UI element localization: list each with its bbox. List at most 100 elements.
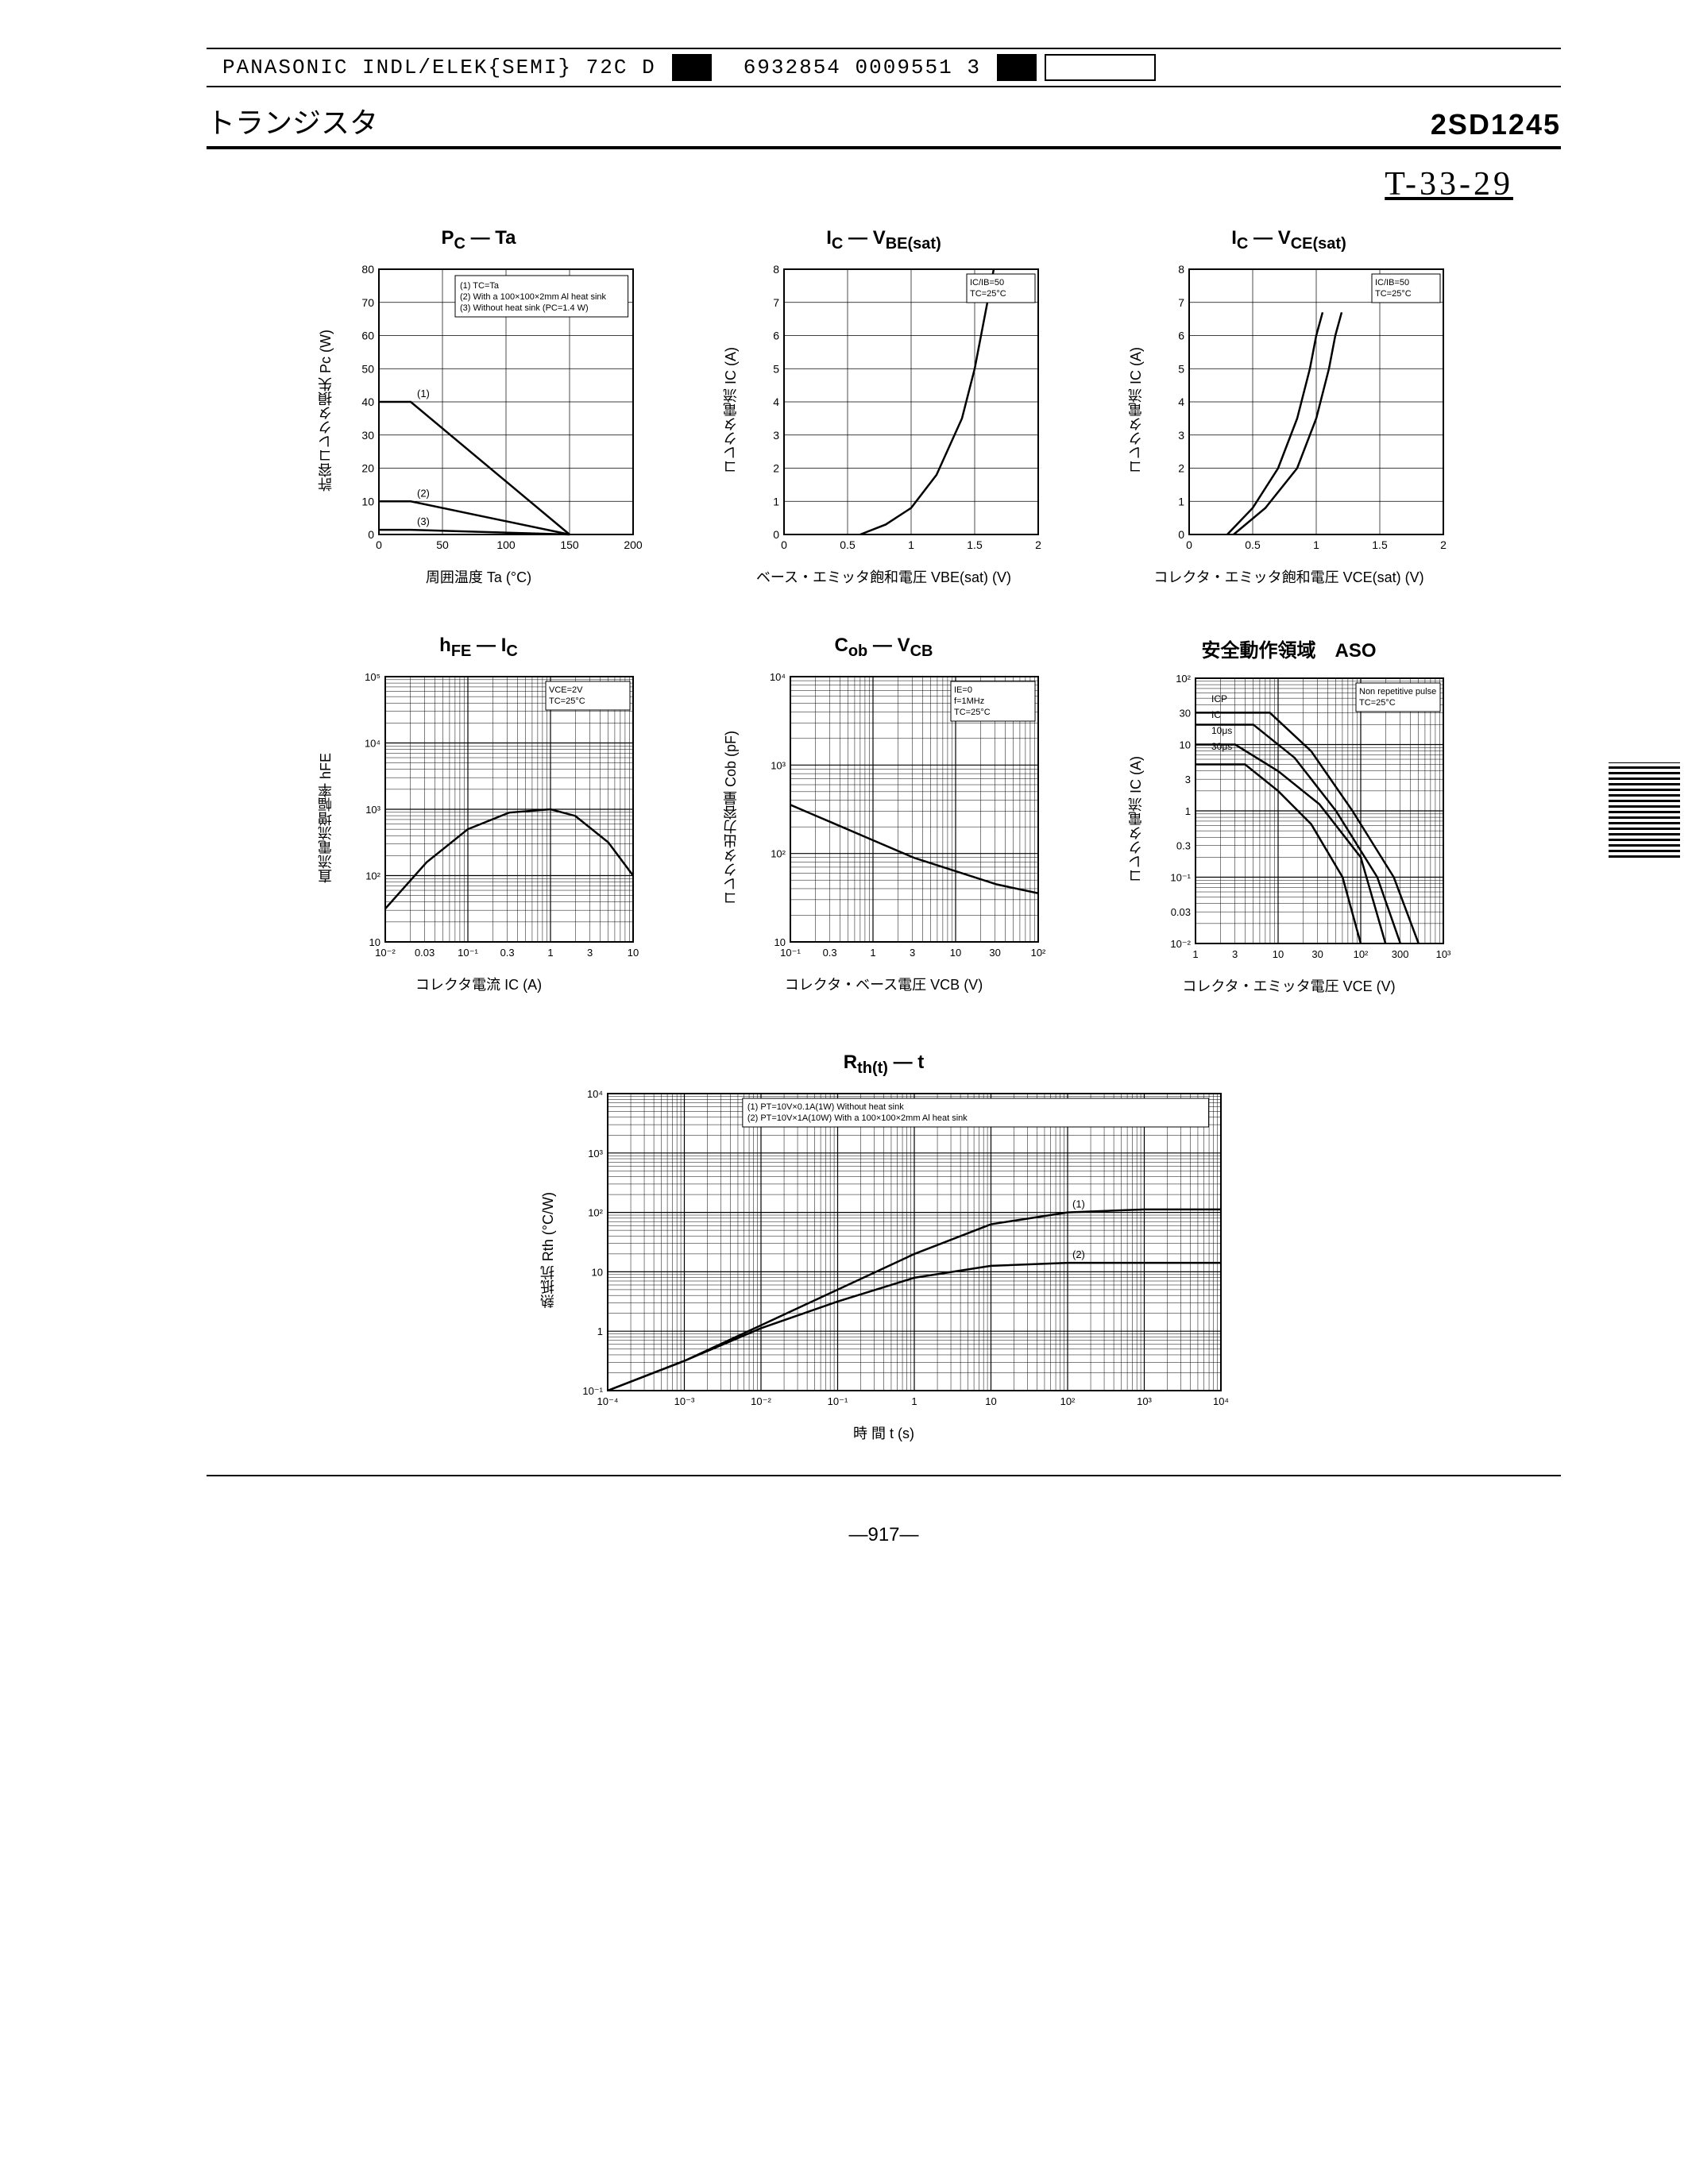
svg-text:8: 8 bbox=[1178, 263, 1184, 276]
svg-text:3: 3 bbox=[1178, 429, 1184, 442]
svg-text:10⁻²: 10⁻² bbox=[751, 1395, 771, 1407]
svg-text:10⁻²: 10⁻² bbox=[375, 947, 396, 959]
bottom-rule bbox=[207, 1475, 1561, 1476]
header-blackbox-2 bbox=[997, 54, 1037, 81]
svg-text:0: 0 bbox=[1186, 538, 1192, 551]
svg-text:10: 10 bbox=[369, 936, 380, 948]
chart-hfe-ic: hFE — IC 直流電流増幅率 hFE 10⁻²0.0310⁻¹0.31310… bbox=[304, 635, 654, 996]
svg-text:10: 10 bbox=[985, 1395, 996, 1407]
x-axis-label: コレクタ電流 IC (A) bbox=[415, 974, 542, 994]
svg-text:70: 70 bbox=[361, 296, 374, 309]
chart-svg: 13103010²30010³10⁻²0.0310⁻¹0.313103010²N… bbox=[1151, 669, 1453, 970]
svg-text:300: 300 bbox=[1391, 948, 1408, 960]
svg-text:10: 10 bbox=[774, 936, 785, 948]
svg-text:(2) PT=10V×1A(10W) With a 100×: (2) PT=10V×1A(10W) With a 100×100×2mm Al… bbox=[747, 1113, 967, 1123]
svg-text:1: 1 bbox=[911, 1395, 917, 1407]
chart-svg: 05010015020001020304050607080(1) TC=Ta(2… bbox=[341, 260, 643, 561]
y-axis-label: 直流電流増幅率 hFE bbox=[315, 753, 336, 883]
chart-svg: 00.511.52012345678IC/IB=50TC=25°C bbox=[746, 260, 1048, 561]
svg-text:30μs: 30μs bbox=[1211, 741, 1232, 752]
svg-text:1: 1 bbox=[597, 1325, 602, 1337]
y-axis-label: 熱抵抗 Rth (°C/W) bbox=[538, 1192, 558, 1308]
svg-text:4: 4 bbox=[1178, 396, 1184, 408]
svg-text:TC=25°C: TC=25°C bbox=[1375, 289, 1412, 299]
chart-ic-vbe: IC — VBE(sat) コレクタ電流 IC (A) 00.511.52012… bbox=[709, 227, 1059, 587]
svg-text:3: 3 bbox=[773, 429, 779, 442]
svg-text:50: 50 bbox=[361, 362, 374, 375]
chart-svg: 10⁻⁴10⁻³10⁻²10⁻¹11010²10³10⁴10⁻¹11010²10… bbox=[563, 1084, 1230, 1418]
title-jp: トランジスタ bbox=[207, 100, 378, 141]
svg-text:IC/IB=50: IC/IB=50 bbox=[970, 278, 1004, 287]
svg-text:2: 2 bbox=[1440, 538, 1447, 551]
svg-text:1: 1 bbox=[1178, 495, 1184, 507]
header-right-box bbox=[1045, 54, 1156, 81]
svg-text:10³: 10³ bbox=[588, 1147, 603, 1159]
svg-text:10⁴: 10⁴ bbox=[364, 737, 380, 749]
svg-text:1.5: 1.5 bbox=[967, 538, 983, 551]
handwritten-code: T-33-29 bbox=[207, 165, 1513, 203]
chart-svg: 10⁻¹0.313103010²1010²10³10⁴IE=0f=1MHzTC=… bbox=[746, 667, 1048, 969]
svg-text:0.3: 0.3 bbox=[500, 947, 514, 959]
svg-text:TC=25°C: TC=25°C bbox=[549, 696, 585, 706]
svg-text:10: 10 bbox=[627, 947, 638, 959]
header-bar: PANASONIC INDL/ELEK{SEMI} 72C D 6932854 … bbox=[207, 48, 1561, 87]
svg-text:IC: IC bbox=[1211, 709, 1221, 720]
svg-text:0: 0 bbox=[376, 538, 382, 551]
svg-text:10⁴: 10⁴ bbox=[586, 1088, 602, 1100]
svg-text:TC=25°C: TC=25°C bbox=[1359, 698, 1396, 708]
chart-title: IC — VBE(sat) bbox=[826, 227, 941, 253]
svg-text:0.03: 0.03 bbox=[414, 947, 434, 959]
chart-ic-vce: IC — VCE(sat) コレクタ電流 IC (A) 00.511.52012… bbox=[1114, 227, 1464, 587]
svg-text:5: 5 bbox=[1178, 362, 1184, 375]
svg-text:(2): (2) bbox=[417, 487, 430, 499]
svg-text:10⁻¹: 10⁻¹ bbox=[1170, 871, 1191, 883]
y-axis-label: コレクタ出力容量 Cob (pF) bbox=[720, 731, 741, 905]
svg-text:100: 100 bbox=[496, 538, 516, 551]
svg-text:4: 4 bbox=[773, 396, 779, 408]
svg-text:50: 50 bbox=[436, 538, 449, 551]
svg-text:3: 3 bbox=[910, 947, 915, 959]
svg-text:TC=25°C: TC=25°C bbox=[954, 708, 991, 717]
title-row: トランジスタ 2SD1245 bbox=[207, 92, 1561, 149]
charts-grid: PC — Ta 許容コレクタ損失 Pc (W) 0501001502000102… bbox=[207, 227, 1561, 996]
svg-text:TC=25°C: TC=25°C bbox=[970, 289, 1006, 299]
chart-title: PC — Ta bbox=[441, 227, 516, 253]
svg-text:10²: 10² bbox=[365, 870, 380, 882]
svg-text:3: 3 bbox=[1232, 948, 1238, 960]
svg-text:10⁻¹: 10⁻¹ bbox=[827, 1395, 848, 1407]
svg-text:(1) TC=Ta: (1) TC=Ta bbox=[460, 281, 500, 291]
svg-text:0: 0 bbox=[368, 528, 374, 541]
svg-text:ICP: ICP bbox=[1211, 693, 1227, 704]
svg-text:6: 6 bbox=[1178, 329, 1184, 341]
svg-text:0.5: 0.5 bbox=[1245, 538, 1261, 551]
svg-text:200: 200 bbox=[624, 538, 643, 551]
svg-text:10³: 10³ bbox=[1137, 1395, 1152, 1407]
svg-text:10³: 10³ bbox=[771, 759, 786, 771]
y-axis-label: コレクタ電流 IC (A) bbox=[720, 347, 741, 474]
svg-text:1: 1 bbox=[908, 538, 914, 551]
svg-text:10²: 10² bbox=[771, 847, 786, 859]
svg-text:2: 2 bbox=[773, 461, 779, 474]
svg-text:0.3: 0.3 bbox=[822, 947, 836, 959]
svg-text:10⁻¹: 10⁻¹ bbox=[780, 947, 801, 959]
svg-text:VCE=2V: VCE=2V bbox=[549, 685, 583, 695]
decorative-stripes bbox=[1609, 762, 1680, 858]
svg-text:10: 10 bbox=[591, 1266, 602, 1278]
svg-text:30: 30 bbox=[361, 429, 374, 442]
svg-text:0.03: 0.03 bbox=[1170, 906, 1190, 918]
svg-text:10: 10 bbox=[1179, 739, 1190, 751]
svg-text:0.5: 0.5 bbox=[840, 538, 856, 551]
svg-text:(3): (3) bbox=[417, 515, 430, 527]
svg-text:30: 30 bbox=[1311, 948, 1323, 960]
svg-text:1: 1 bbox=[1184, 805, 1190, 817]
svg-text:5: 5 bbox=[773, 362, 779, 375]
x-axis-label: 時 間 t (s) bbox=[853, 1422, 914, 1443]
svg-text:Non repetitive pulse: Non repetitive pulse bbox=[1359, 687, 1436, 696]
svg-text:0: 0 bbox=[773, 528, 779, 541]
chart-title: 安全動作領域 ASO bbox=[1201, 635, 1376, 662]
chart-svg: 00.511.52012345678IC/IB=50TC=25°C bbox=[1151, 260, 1453, 561]
svg-text:10²: 10² bbox=[1060, 1395, 1075, 1407]
x-axis-label: コレクタ・エミッタ飽和電圧 VCE(sat) (V) bbox=[1153, 566, 1423, 587]
svg-text:3: 3 bbox=[1184, 774, 1190, 785]
x-axis-label: コレクタ・エミッタ電圧 VCE (V) bbox=[1182, 975, 1395, 996]
